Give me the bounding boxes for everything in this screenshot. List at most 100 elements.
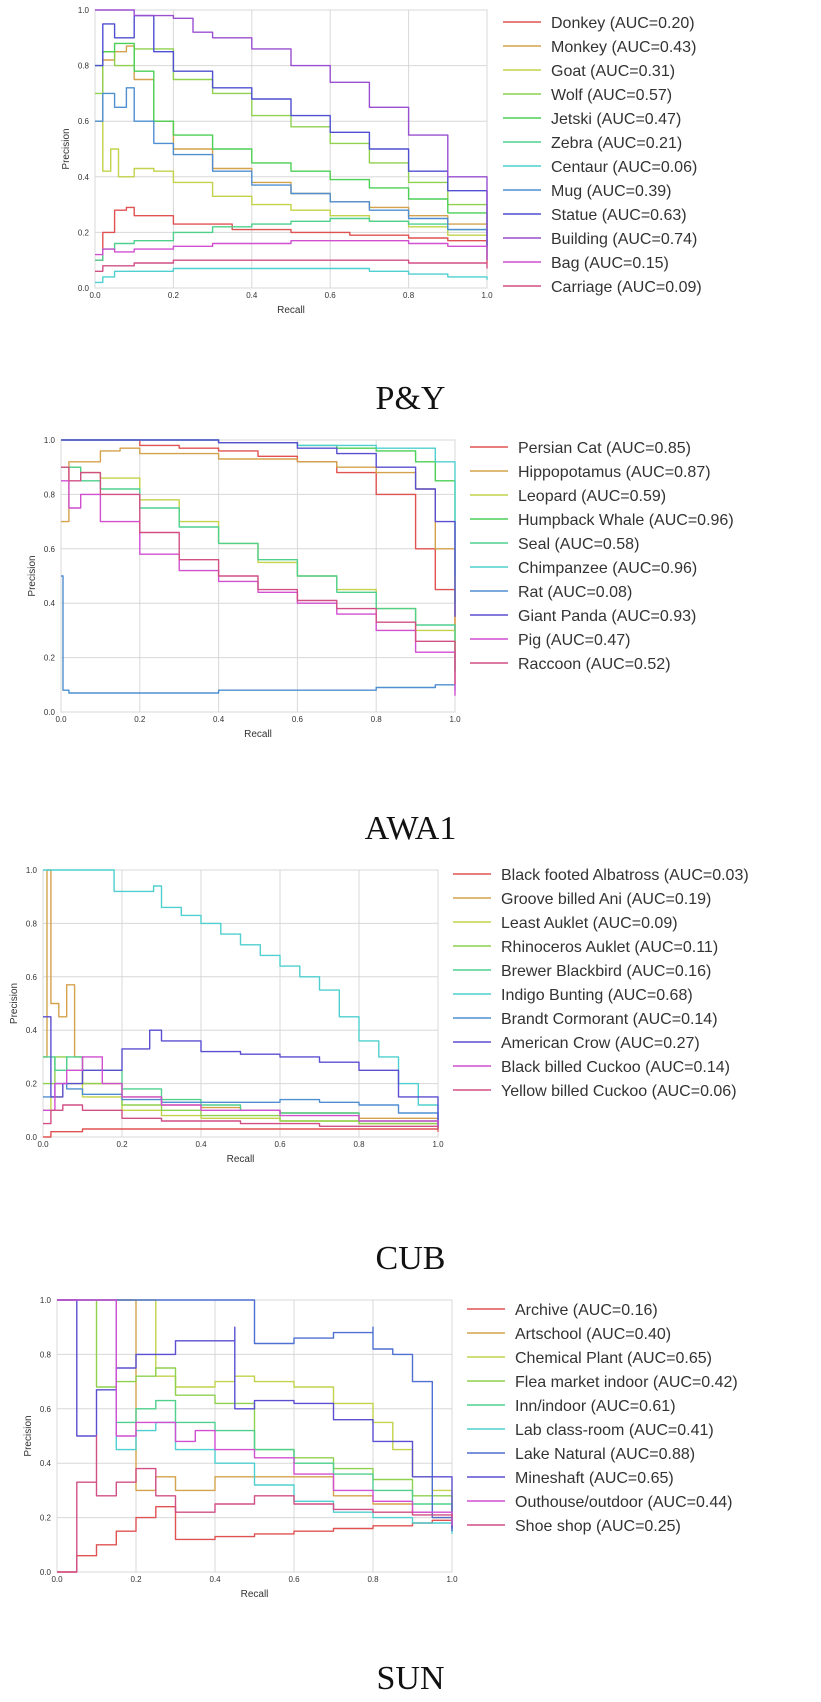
series-line [61,466,456,685]
legend-entry: Donkey (AUC=0.20) [551,15,695,32]
y-tick-label: 0.0 [26,1133,38,1142]
x-axis-label: Recall [241,1589,269,1600]
series-line [57,1506,453,1573]
series-line [43,869,439,1127]
plot-area [42,869,439,1138]
x-tick-label: 1.0 [481,291,493,300]
y-tick-label: 0.8 [44,490,56,499]
series-line [95,259,488,272]
legend-entry: Building (AUC=0.74) [551,231,697,248]
legend-entry: Black billed Cuckoo (AUC=0.14) [501,1059,730,1076]
series-line [61,575,456,694]
chart-panel-sun: 0.0 0.2 0.4 0.6 0.8 1.0 0.0 0.2 0.4 0.6 0.8 1.0 Reca… [0,1290,821,1702]
y-axis-label: Precision [61,128,72,169]
legend-entry: Artschool (AUC=0.40) [515,1326,671,1343]
series-line [57,1299,453,1534]
chart-caption: P&Y [375,380,446,417]
legend-entry: Humpback Whale (AUC=0.96) [518,512,734,529]
legend-entry: Lab class-room (AUC=0.41) [515,1422,714,1439]
legend-entry: Black footed Albatross (AUC=0.03) [501,867,749,884]
y-tick-label: 0.6 [26,973,38,982]
x-tick-label: 0.0 [89,291,101,300]
legend-entry: Outhouse/outdoor (AUC=0.44) [515,1494,732,1511]
legend-entry: Hippopotamus (AUC=0.87) [518,464,711,481]
x-tick-label: 0.4 [213,715,225,724]
legend-entry: American Crow (AUC=0.27) [501,1035,700,1052]
x-tick-label: 0.6 [288,1575,300,1584]
legend-entry: Brandt Cormorant (AUC=0.14) [501,1011,718,1028]
x-tick-label: 0.6 [274,1140,286,1149]
legend-entry: Groove billed Ani (AUC=0.19) [501,891,711,908]
chart-sun: 0.0 0.2 0.4 0.6 0.8 1.0 0.0 0.2 0.4 0.6 0.8 1.0 Reca… [23,1296,738,1600]
legend-entry: Centaur (AUC=0.06) [551,159,697,176]
legend-entry: Chemical Plant (AUC=0.65) [515,1350,712,1367]
x-tick-label: 1.0 [449,715,461,724]
legend-entry: Chimpanzee (AUC=0.96) [518,560,697,577]
x-tick-label: 0.8 [371,715,383,724]
legend-entry: Rhinoceros Auklet (AUC=0.11) [501,939,718,956]
series-line [43,1128,439,1138]
x-tick-label: 0.8 [367,1575,379,1584]
legend-entry: Statue (AUC=0.63) [551,207,687,224]
y-tick-label: 0.4 [40,1459,52,1468]
x-tick-label: 0.8 [403,291,415,300]
series-line [57,1299,453,1526]
chart-caption: SUN [376,1660,445,1697]
y-tick-label: 0.2 [78,228,90,237]
legend-entry: Brewer Blackbird (AUC=0.16) [501,963,711,980]
legend-entry: Giant Panda (AUC=0.93) [518,608,696,625]
series-line [43,1056,439,1129]
x-tick-label: 0.2 [130,1575,142,1584]
y-tick-label: 0.6 [78,117,90,126]
legend-entry: Lake Natural (AUC=0.88) [515,1446,695,1463]
chart-py: 0.0 0.2 0.4 0.6 0.8 1.0 0.0 0.2 0.4 0.6 0.8 1.0 Reca… [61,6,702,316]
legend-entry: Indigo Bunting (AUC=0.68) [501,987,693,1004]
y-tick-label: 1.0 [78,6,90,15]
y-tick-label: 0.4 [78,173,90,182]
y-tick-label: 0.2 [40,1514,52,1523]
legend-entry: Inn/indoor (AUC=0.61) [515,1398,676,1415]
x-tick-label: 0.8 [353,1140,365,1149]
x-tick-label: 0.0 [37,1140,49,1149]
x-axis-label: Recall [277,305,305,316]
chart-caption: CUB [375,1240,446,1277]
y-axis-label: Precision [23,1415,34,1456]
series-line [95,42,488,250]
legend-entry: Rat (AUC=0.08) [518,584,632,601]
chart-caption: AWA1 [364,810,457,847]
x-tick-label: 0.4 [195,1140,207,1149]
y-tick-label: 0.0 [44,708,56,717]
series-line [43,1082,439,1127]
x-tick-label: 0.2 [134,715,146,724]
y-tick-label: 0.8 [26,919,38,928]
series-line [95,217,488,261]
series-line [57,1299,453,1532]
chart-panel-py: 0.0 0.2 0.4 0.6 0.8 1.0 0.0 0.2 0.4 0.6 0.8 1.0 Reca… [0,0,821,425]
legend-entry: Yellow billed Cuckoo (AUC=0.06) [501,1083,737,1100]
legend-entry: Jetski (AUC=0.47) [551,111,681,128]
series-line [95,14,488,247]
chart-awa1: 0.0 0.2 0.4 0.6 0.8 1.0 0.0 0.2 0.4 0.6 0.8 1.0 Reca… [27,436,734,740]
legend-entry: Raccoon (AUC=0.52) [518,656,671,673]
legend-entry: Mineshaft (AUC=0.65) [515,1470,674,1487]
x-tick-label: 0.0 [55,715,67,724]
series-line [43,1016,439,1127]
y-tick-label: 0.0 [40,1568,52,1577]
legend-entry: Wolf (AUC=0.57) [551,87,672,104]
y-tick-label: 1.0 [26,866,38,875]
legend-entry: Goat (AUC=0.31) [551,63,675,80]
y-tick-label: 0.2 [26,1080,38,1089]
series-line [61,480,456,696]
chart-cub: 0.0 0.2 0.4 0.6 0.8 1.0 0.0 0.2 0.4 0.6 0.8 1.0 Reca… [9,866,749,1165]
legend-entry: Carriage (AUC=0.09) [551,279,702,296]
y-tick-label: 0.6 [44,545,56,554]
series-line [95,9,488,247]
x-axis-label: Recall [227,1154,255,1165]
series-line [57,1435,453,1573]
y-tick-label: 0.6 [40,1405,52,1414]
series-line [61,439,456,617]
x-tick-label: 0.2 [168,291,180,300]
x-tick-label: 1.0 [432,1140,444,1149]
y-tick-label: 0.4 [44,599,56,608]
y-tick-label: 0.0 [78,284,90,293]
